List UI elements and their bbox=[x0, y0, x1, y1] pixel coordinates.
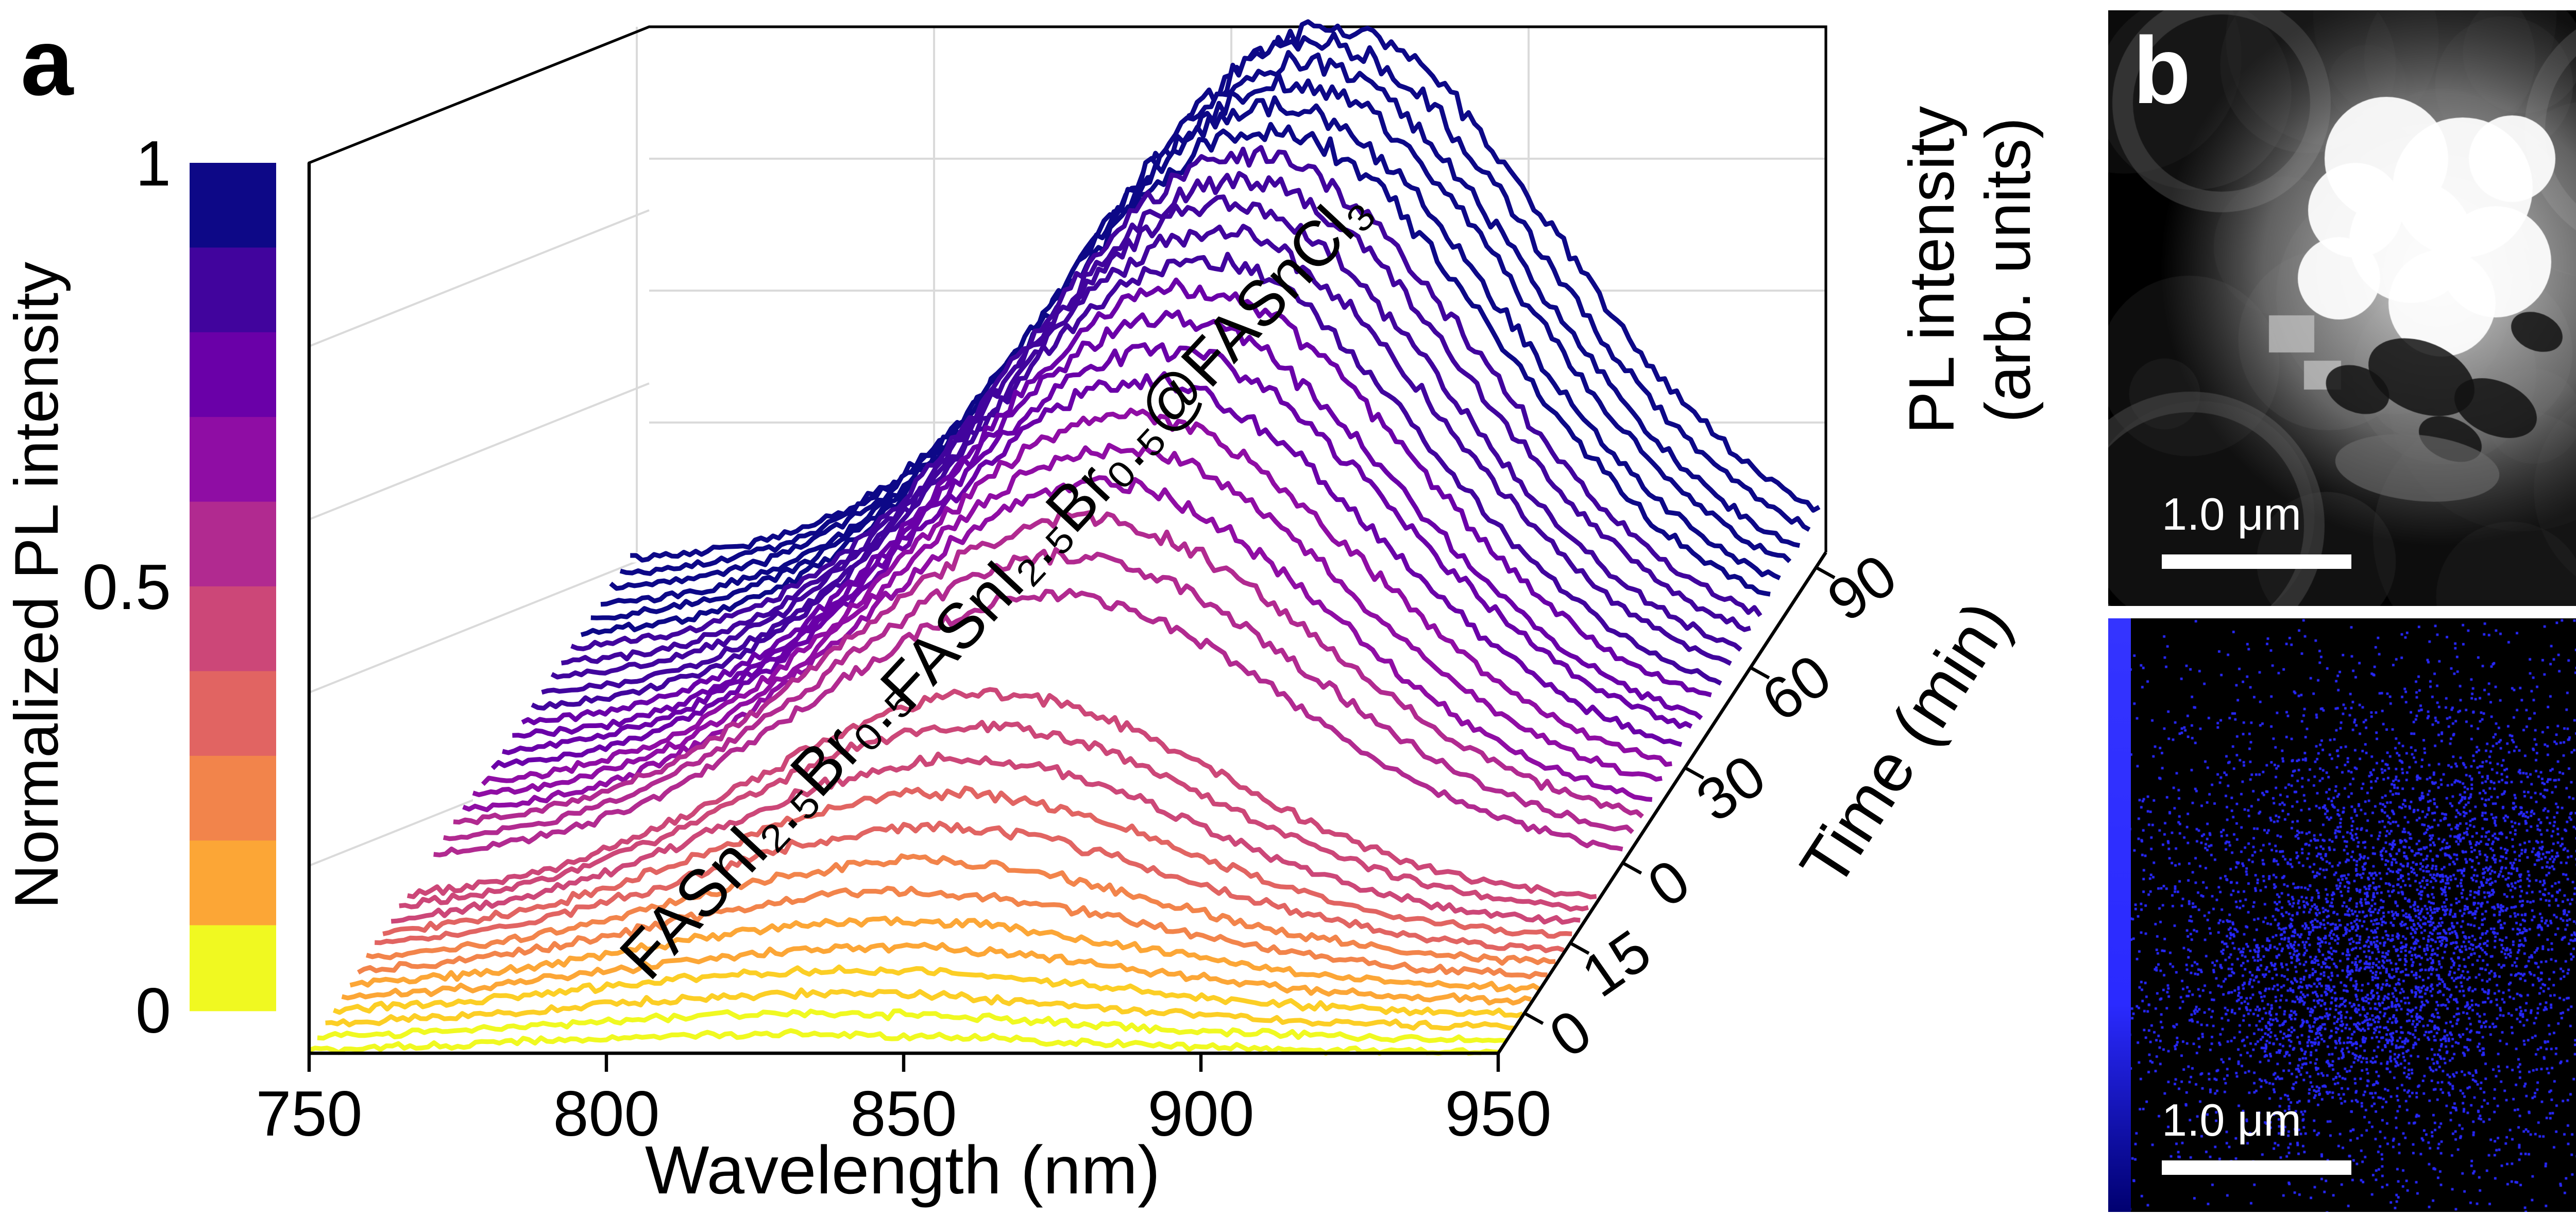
spectrum-line bbox=[382, 785, 1572, 939]
spectrum-line bbox=[325, 987, 1515, 1031]
spectrum-line bbox=[357, 885, 1548, 980]
spectrum-line bbox=[609, 49, 1801, 591]
time-tick-label: 0 bbox=[1636, 846, 1701, 920]
time-tick-label: 0 bbox=[1537, 997, 1603, 1070]
panel-b-label: b bbox=[2133, 16, 2191, 124]
colorbar-segment bbox=[190, 163, 276, 249]
spectrum-line bbox=[433, 587, 1623, 857]
spectrum-line bbox=[349, 915, 1541, 993]
spectrum-line bbox=[341, 941, 1532, 1006]
chlorine-map: 1.0 μm Cl bbox=[2108, 617, 2576, 1212]
spectrum-line bbox=[317, 1008, 1507, 1043]
colorbar-segment bbox=[190, 586, 276, 672]
spectrum-line bbox=[391, 751, 1581, 925]
scalebar-label: 1.0 μm bbox=[2162, 1094, 2301, 1146]
time-tick-label: 60 bbox=[1750, 642, 1843, 734]
spectrum-line bbox=[550, 194, 1742, 680]
time-tick-label: 30 bbox=[1684, 741, 1777, 834]
colorbar-segment bbox=[190, 247, 276, 334]
spectrum-line bbox=[570, 145, 1762, 651]
spectrum-line bbox=[472, 443, 1663, 798]
spectrum-line bbox=[443, 547, 1634, 841]
colorbar-segment bbox=[190, 840, 276, 926]
y-right-title-line2: (arb. units) bbox=[1973, 117, 2044, 423]
spectrum-line bbox=[561, 171, 1751, 666]
spectrum-line bbox=[332, 964, 1524, 1018]
spectrum-line bbox=[630, 19, 1821, 563]
scalebar-label: 1.0 μm bbox=[2162, 487, 2301, 539]
colorbar-segment bbox=[190, 332, 276, 418]
scalebar bbox=[2162, 553, 2351, 568]
colorbar-segment bbox=[190, 925, 276, 1011]
time-tick-label: 15 bbox=[1570, 917, 1663, 1009]
time-axis-title: Time (min) bbox=[1786, 588, 2025, 900]
x-tick-label: 950 bbox=[1445, 1078, 1552, 1150]
x-axis-title: Wavelength (nm) bbox=[645, 1132, 1160, 1208]
spectrum-line bbox=[406, 687, 1597, 900]
colorbar-segment bbox=[190, 671, 276, 757]
spectrum-line bbox=[531, 251, 1722, 711]
colorbar-segment bbox=[190, 417, 276, 503]
colorbar-segment bbox=[190, 501, 276, 588]
spectrum-line bbox=[541, 224, 1732, 695]
chlorine-colorbar bbox=[2108, 617, 2131, 1212]
scalebar bbox=[2162, 1160, 2351, 1175]
haadf-image: b 1.0 μm bbox=[2108, 10, 2576, 605]
chlorine-canvas bbox=[2108, 617, 2576, 1212]
spectra-series bbox=[308, 19, 1821, 1056]
spectrum-line bbox=[375, 820, 1565, 953]
time-tick-label: 90 bbox=[1816, 541, 1908, 634]
panel-b: b 1.0 μm 1.0 μm I 1.0 μm Cl 1.0 μm I+Cl bbox=[2108, 10, 2576, 1212]
panel-a-label: a bbox=[21, 9, 74, 115]
y-right-title: PL intensity (arb. units) bbox=[1896, 106, 2044, 434]
spectrum-line bbox=[462, 475, 1653, 813]
spectrum-line bbox=[521, 277, 1712, 726]
spectrum-line bbox=[365, 853, 1556, 966]
spectrum-line bbox=[502, 342, 1693, 755]
spectrum-line bbox=[490, 371, 1683, 770]
spectrum-line bbox=[590, 95, 1781, 621]
haadf-canvas bbox=[2108, 10, 2576, 605]
x-tick-label: 750 bbox=[256, 1078, 363, 1150]
pl-waterfall-chart: a Normalized PL intensity Wavelength (nm… bbox=[2, 9, 2044, 1208]
colorbar-title: Normalized PL intensity bbox=[2, 262, 71, 909]
x-tick-label: 800 bbox=[553, 1078, 660, 1150]
spectrum-fill bbox=[325, 989, 1515, 1028]
x-tick-label: 900 bbox=[1148, 1078, 1255, 1150]
spectrum-line bbox=[308, 1028, 1499, 1056]
x-tick-label: 850 bbox=[851, 1078, 957, 1150]
spectrum-line bbox=[399, 719, 1589, 912]
colorbar-tick-label: 0 bbox=[135, 975, 171, 1047]
y-right-title-line1: PL intensity bbox=[1896, 106, 1968, 434]
colorbar-segment bbox=[190, 755, 276, 842]
colorbar-tick-label: 1 bbox=[135, 128, 171, 199]
colorbar-tick-label: 0.5 bbox=[82, 552, 171, 623]
spectrum-line bbox=[481, 407, 1672, 786]
spectrum-line bbox=[453, 510, 1644, 825]
spectrum-line bbox=[580, 122, 1771, 637]
